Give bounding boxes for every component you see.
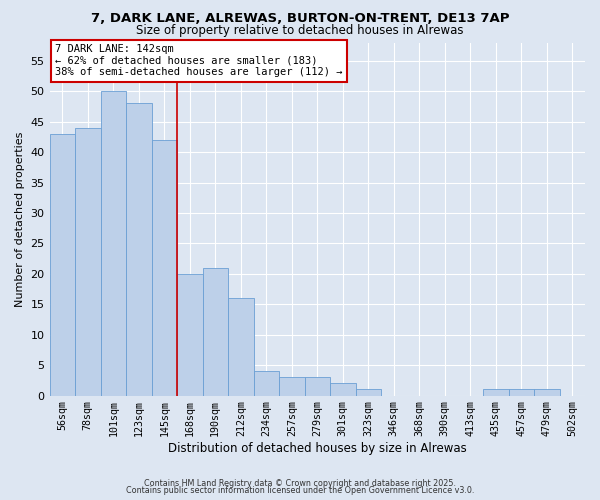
Bar [203, 268, 228, 396]
Bar [483, 390, 509, 396]
Bar [254, 371, 279, 396]
Bar [50, 134, 75, 396]
Bar [126, 104, 152, 396]
Bar [177, 274, 203, 396]
Text: 7, DARK LANE, ALREWAS, BURTON-ON-TRENT, DE13 7AP: 7, DARK LANE, ALREWAS, BURTON-ON-TRENT, … [91, 12, 509, 26]
Bar [509, 390, 534, 396]
Y-axis label: Number of detached properties: Number of detached properties [15, 132, 25, 306]
Bar [330, 384, 356, 396]
X-axis label: Distribution of detached houses by size in Alrewas: Distribution of detached houses by size … [168, 442, 467, 455]
Bar [279, 378, 305, 396]
Bar [101, 91, 126, 396]
Text: 7 DARK LANE: 142sqm
← 62% of detached houses are smaller (183)
38% of semi-detac: 7 DARK LANE: 142sqm ← 62% of detached ho… [55, 44, 343, 78]
Bar [305, 378, 330, 396]
Bar [356, 390, 381, 396]
Text: Size of property relative to detached houses in Alrewas: Size of property relative to detached ho… [136, 24, 464, 37]
Bar [152, 140, 177, 396]
Bar [228, 298, 254, 396]
Text: Contains public sector information licensed under the Open Government Licence v3: Contains public sector information licen… [126, 486, 474, 495]
Bar [534, 390, 560, 396]
Text: Contains HM Land Registry data © Crown copyright and database right 2025.: Contains HM Land Registry data © Crown c… [144, 478, 456, 488]
Bar [75, 128, 101, 396]
